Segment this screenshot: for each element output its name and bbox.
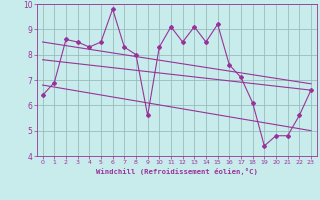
X-axis label: Windchill (Refroidissement éolien,°C): Windchill (Refroidissement éolien,°C) xyxy=(96,168,258,175)
